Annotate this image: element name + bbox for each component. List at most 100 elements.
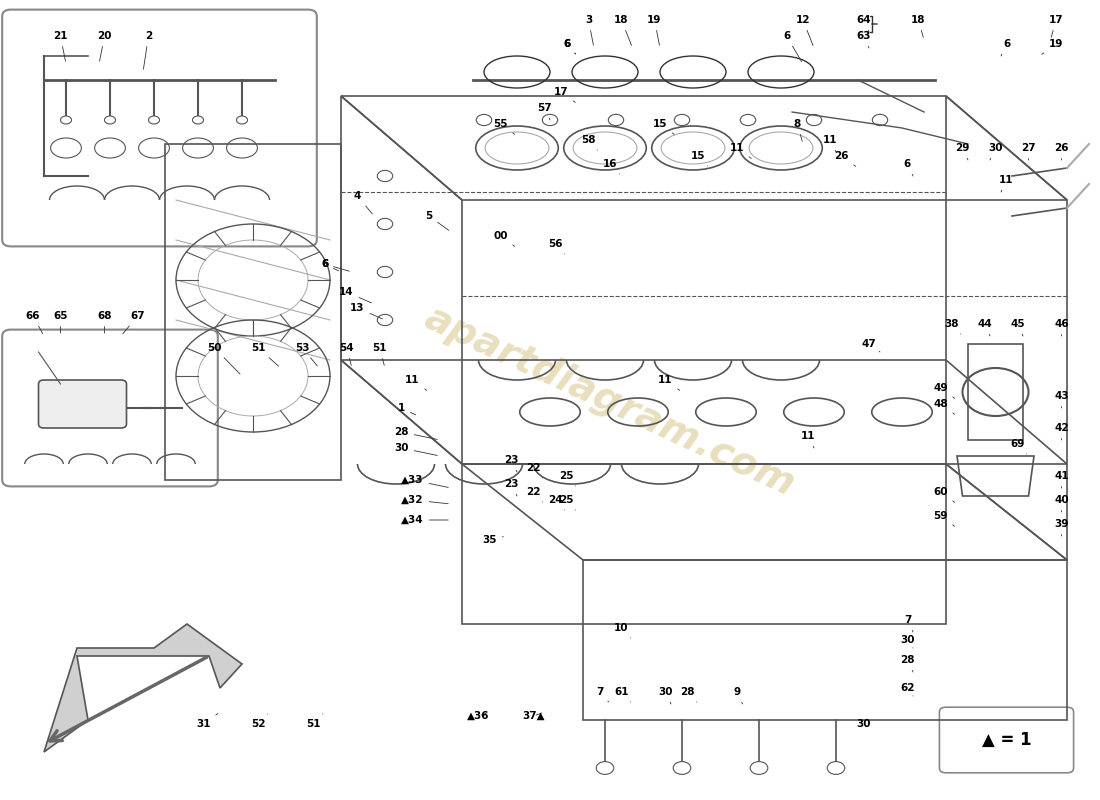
Text: 26: 26	[1054, 143, 1069, 160]
Text: 68: 68	[97, 311, 112, 334]
Text: 16: 16	[603, 159, 619, 174]
Text: 6: 6	[563, 39, 575, 54]
Text: 54: 54	[339, 343, 354, 366]
Text: 37▲: 37▲	[522, 711, 544, 721]
Text: 60: 60	[933, 487, 955, 502]
Circle shape	[827, 762, 845, 774]
Text: 11: 11	[999, 175, 1014, 192]
Circle shape	[476, 114, 492, 126]
Text: 63: 63	[856, 31, 871, 48]
Text: 19: 19	[1042, 39, 1064, 54]
Circle shape	[104, 116, 116, 124]
Text: 6: 6	[1001, 39, 1010, 56]
Text: 58: 58	[581, 135, 597, 150]
Text: 29: 29	[955, 143, 970, 160]
Text: 9: 9	[734, 687, 742, 704]
Text: 43: 43	[1054, 391, 1069, 408]
Text: 11: 11	[823, 135, 838, 152]
Text: 19: 19	[647, 15, 662, 46]
Text: 49: 49	[933, 383, 955, 398]
Text: 2: 2	[143, 31, 152, 70]
Text: 11: 11	[405, 375, 427, 390]
Text: 24: 24	[548, 495, 564, 510]
Text: 51: 51	[372, 343, 387, 366]
Text: 25: 25	[559, 495, 575, 510]
Text: 1: 1	[398, 403, 416, 414]
Text: 22: 22	[526, 463, 542, 478]
Text: 12: 12	[795, 15, 813, 46]
Text: 20: 20	[97, 31, 112, 62]
Text: 14: 14	[339, 287, 372, 303]
Text: 64: 64	[856, 15, 871, 32]
Circle shape	[740, 114, 756, 126]
Text: 45: 45	[1010, 319, 1025, 336]
Circle shape	[192, 116, 204, 124]
Text: 17: 17	[553, 87, 575, 102]
Text: 53: 53	[295, 343, 317, 366]
Text: 55: 55	[493, 119, 515, 134]
Text: 69: 69	[1010, 439, 1026, 454]
Text: 46: 46	[1054, 319, 1069, 336]
Text: 35: 35	[482, 535, 504, 545]
Text: apartdiagram.com: apartdiagram.com	[418, 298, 801, 504]
Text: 7: 7	[596, 687, 608, 702]
FancyBboxPatch shape	[939, 707, 1074, 773]
Text: 11: 11	[729, 143, 751, 158]
Text: 66: 66	[25, 311, 43, 334]
Text: 15: 15	[691, 151, 707, 166]
Text: 62: 62	[900, 683, 915, 696]
Circle shape	[674, 114, 690, 126]
Text: 6: 6	[321, 259, 350, 271]
Text: 31: 31	[196, 714, 218, 729]
Text: 21: 21	[53, 31, 68, 62]
Text: 40: 40	[1054, 495, 1069, 512]
Text: ▲32: ▲32	[402, 495, 448, 505]
Text: 51: 51	[251, 343, 278, 366]
Text: 50: 50	[207, 343, 240, 374]
Text: 59: 59	[933, 511, 955, 526]
Text: 42: 42	[1054, 423, 1069, 440]
Text: 67: 67	[123, 311, 145, 334]
Text: 11: 11	[658, 375, 680, 390]
FancyBboxPatch shape	[2, 330, 218, 486]
Circle shape	[872, 114, 888, 126]
Text: 15: 15	[652, 119, 674, 134]
Text: 57: 57	[537, 103, 552, 120]
Text: 61: 61	[614, 687, 630, 702]
Text: 28: 28	[680, 687, 696, 702]
Circle shape	[596, 762, 614, 774]
Circle shape	[806, 114, 822, 126]
Text: ▲33: ▲33	[402, 475, 449, 487]
Text: 4: 4	[354, 191, 372, 214]
Text: 30: 30	[900, 635, 915, 648]
Circle shape	[377, 218, 393, 230]
Text: 23: 23	[504, 455, 519, 472]
Text: 65: 65	[53, 311, 68, 334]
Text: 52: 52	[251, 714, 267, 729]
FancyBboxPatch shape	[2, 10, 317, 246]
Text: 48: 48	[933, 399, 955, 414]
Circle shape	[542, 114, 558, 126]
Text: 30: 30	[988, 143, 1003, 160]
Text: 8: 8	[794, 119, 802, 142]
Text: 38: 38	[944, 319, 960, 334]
Text: 18: 18	[911, 15, 926, 38]
Text: 39: 39	[1054, 519, 1069, 536]
Text: 3: 3	[585, 15, 594, 46]
Circle shape	[60, 116, 72, 124]
Polygon shape	[44, 624, 242, 752]
Circle shape	[608, 114, 624, 126]
Circle shape	[236, 116, 248, 124]
Text: 47: 47	[861, 339, 880, 352]
Text: 28: 28	[394, 427, 438, 439]
Text: 23: 23	[504, 479, 519, 496]
Text: 30: 30	[658, 687, 673, 704]
FancyBboxPatch shape	[39, 380, 126, 428]
Text: ▲ = 1: ▲ = 1	[981, 731, 1032, 749]
Text: 00: 00	[493, 231, 515, 246]
Text: 6: 6	[321, 259, 339, 270]
Text: 11: 11	[801, 431, 816, 448]
Circle shape	[377, 266, 393, 278]
Text: 30: 30	[394, 443, 438, 455]
Text: 56: 56	[548, 239, 564, 254]
